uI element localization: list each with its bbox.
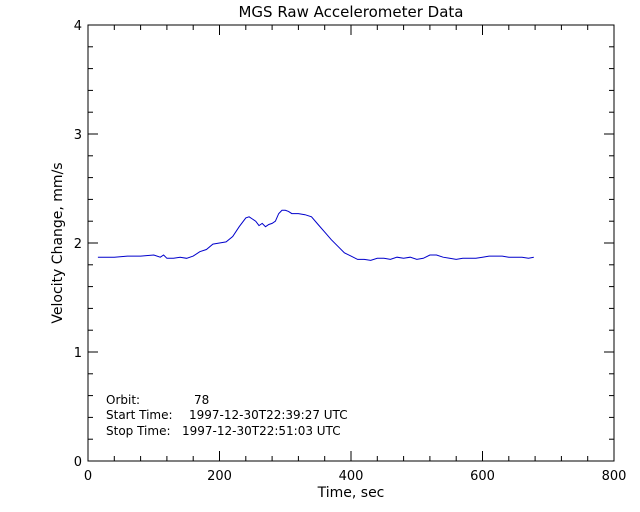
- x-tick-label: 400: [339, 469, 364, 484]
- y-tick-label: 2: [74, 237, 82, 252]
- orbit-value: 78: [194, 393, 209, 407]
- plot-frame: [87, 24, 615, 462]
- axis-ticks: [87, 24, 615, 462]
- y-tick-label: 4: [74, 19, 82, 34]
- x-axis-label: Time, sec: [317, 485, 385, 501]
- y-tick-label: 1: [74, 346, 82, 361]
- start-time-label: Start Time:: [106, 408, 173, 422]
- x-tick-labels: 0 200 400 600 800: [84, 469, 627, 484]
- orbit-label: Orbit:: [106, 393, 140, 407]
- x-tick-label: 800: [602, 469, 627, 484]
- chart-title: MGS Raw Accelerometer Data: [238, 3, 463, 21]
- stop-time-value: 1997-12-30T22:51:03 UTC: [182, 424, 341, 438]
- x-tick-label: 600: [470, 469, 495, 484]
- stop-time-label: Stop Time:: [106, 424, 171, 438]
- x-tick-label: 0: [84, 469, 92, 484]
- series-line: [97, 209, 534, 261]
- y-tick-label: 3: [74, 128, 82, 143]
- x-tick-label: 200: [207, 469, 232, 484]
- y-tick-label: 0: [74, 455, 82, 470]
- annotation-block: Orbit: 78 Start Time: 1997-12-30T22:39:2…: [106, 393, 348, 438]
- y-tick-labels: 0 1 2 3 4: [74, 19, 82, 470]
- y-axis-label: Velocity Change, mm/s: [50, 162, 66, 323]
- start-time-value: 1997-12-30T22:39:27 UTC: [189, 408, 348, 422]
